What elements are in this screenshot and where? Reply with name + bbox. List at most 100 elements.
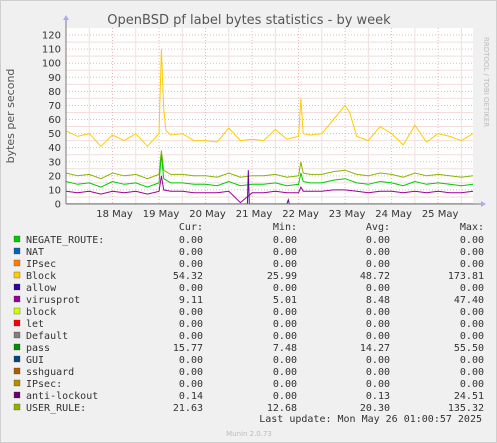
legend-swatch-icon: [13, 355, 21, 363]
legend-value-cur: 9.11: [179, 295, 203, 306]
legend-value-min: 0.00: [273, 259, 297, 270]
legend-value-avg: 0.00: [366, 379, 390, 390]
rrdtool-watermark: RRDTOOL / TOBI OETIKER: [482, 37, 490, 127]
legend-label: USER_RULE:: [26, 403, 86, 414]
legend-value-min: 0.00: [273, 307, 297, 318]
legend-label: sshguard: [26, 367, 74, 378]
legend-swatch-icon: [13, 319, 21, 327]
legend-label: NEGATE_ROUTE:: [26, 235, 104, 246]
legend-value-cur: 0.00: [179, 379, 203, 390]
legend-value-cur: 0.00: [179, 319, 203, 330]
tick-labels: 0 10 20 30 40 50 60 70 80 90 100 110 120 18 May 19 May…: [42, 31, 459, 220]
legend-label: pass: [26, 343, 50, 354]
legend-label: anti-lockout: [26, 391, 98, 402]
legend-value-cur: 0.00: [179, 367, 203, 378]
legend-value-cur: 0.00: [179, 283, 203, 294]
legend-value-avg: 0.00: [366, 283, 390, 294]
legend-value-max: 173.81: [448, 271, 484, 282]
y-tick-label: 0: [55, 200, 61, 211]
x-tick-label: 24 May: [375, 209, 412, 220]
x-axis-arrow-icon: [481, 201, 486, 207]
legend-swatch-icon: [13, 391, 21, 399]
legend-swatch-icon: [13, 403, 21, 411]
legend-value-cur: 0.00: [179, 307, 203, 318]
legend-swatch-icon: [13, 247, 21, 255]
x-tick-label: 20 May: [189, 209, 226, 220]
y-tick-label: 10: [48, 185, 61, 196]
legend-swatch-icon: [13, 295, 21, 303]
legend-header-max: Max:: [460, 222, 484, 233]
legend-label: GUI: [26, 355, 44, 366]
legend-swatch-icon: [13, 235, 21, 243]
legend-value-max: 135.32: [448, 403, 484, 414]
legend-value-cur: 0.00: [179, 247, 203, 258]
legend-value-cur: 0.00: [179, 235, 203, 246]
legend-value-max: 0.00: [460, 355, 484, 366]
legend-label: virusprot: [26, 295, 80, 306]
legend-value-cur: 15.77: [173, 343, 203, 354]
legend-value-min: 0.00: [273, 379, 297, 390]
legend-label: NAT: [26, 247, 44, 258]
legend-value-min: 0.00: [273, 319, 297, 330]
y-tick-label: 110: [42, 45, 61, 56]
x-tick-label: 21 May: [236, 209, 273, 220]
legend-value-min: 7.48: [273, 343, 297, 354]
legend-value-avg: 0.00: [366, 247, 390, 258]
legend-value-min: 0.00: [273, 367, 297, 378]
chart-title: OpenBSD pf label bytes statistics - by w…: [107, 13, 391, 28]
legend-value-avg: 0.13: [366, 391, 390, 402]
y-tick-label: 100: [42, 59, 61, 70]
legend-value-min: 0.00: [273, 283, 297, 294]
legend-swatch-icon: [13, 343, 21, 351]
legend-header-cur: Cur:: [179, 222, 203, 233]
legend-label: IPsec:: [26, 379, 62, 390]
legend-value-max: 55.50: [454, 343, 484, 354]
legend-value-max: 0.00: [460, 379, 484, 390]
y-tick-label: 120: [42, 31, 61, 42]
legend-swatch-icon: [13, 307, 21, 315]
legend-label: Block: [26, 271, 56, 282]
munin-version: Munin 2.0.73: [226, 430, 272, 438]
legend-value-cur: 54.32: [173, 271, 203, 282]
legend-value-max: 0.00: [460, 319, 484, 330]
legend-value-min: 0.00: [273, 235, 297, 246]
legend-value-avg: 14.27: [360, 343, 390, 354]
legend-value-max: 0.00: [460, 307, 484, 318]
legend-header-avg: Avg:: [366, 222, 390, 233]
legend-label: IPsec: [26, 259, 56, 270]
legend-value-max: 0.00: [460, 247, 484, 258]
legend-value-avg: 20.30: [360, 403, 390, 414]
legend-value-max: 47.40: [454, 295, 484, 306]
y-tick-label: 90: [48, 73, 61, 84]
legend-value-cur: 21.63: [173, 403, 203, 414]
legend-swatch-icon: [13, 331, 21, 339]
x-tick-label: 22 May: [282, 209, 319, 220]
plot-area: [66, 28, 473, 204]
y-tick-label: 50: [48, 129, 61, 140]
y-tick-label: 70: [48, 101, 61, 112]
legend-value-max: 24.51: [454, 391, 484, 402]
legend-swatch-icon: [13, 259, 21, 267]
legend-swatch-icon: [13, 379, 21, 387]
series-line-pass: [65, 154, 474, 188]
y-tick-label: 60: [48, 115, 61, 126]
y-tick-label: 30: [48, 157, 61, 168]
legend-label: allow: [26, 283, 57, 294]
y-tick-label: 20: [48, 171, 61, 182]
legend-value-min: 0.00: [273, 355, 297, 366]
legend-value-max: 0.00: [460, 331, 484, 342]
legend-swatch-icon: [13, 283, 21, 291]
legend-value-min: 0.00: [273, 391, 297, 402]
legend: Cur: Min: Avg: Max:NEGATE_ROUTE: 0.00 0.00 0.0…: [13, 222, 484, 414]
legend-header-min: Min:: [273, 222, 297, 233]
legend-value-avg: 0.00: [366, 235, 390, 246]
legend-value-cur: 0.00: [179, 355, 203, 366]
legend-label: let: [26, 319, 44, 330]
legend-value-avg: 0.00: [366, 319, 390, 330]
legend-value-avg: 0.00: [366, 259, 390, 270]
series-line-block: [65, 49, 474, 148]
legend-value-avg: 0.00: [366, 331, 390, 342]
x-tick-label: 19 May: [143, 209, 180, 220]
legend-value-avg: 8.48: [366, 295, 390, 306]
